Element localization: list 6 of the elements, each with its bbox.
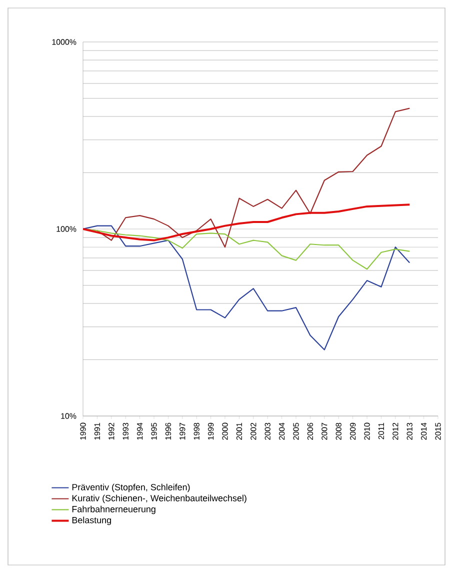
line-series xyxy=(83,225,410,350)
legend-label: Präventiv (Stopfen, Schleifen) xyxy=(72,484,190,492)
legend-label: Kurativ (Schienen-, Weichenbauteilwechsel) xyxy=(72,494,246,504)
legend-label: Belastung xyxy=(72,516,111,526)
legend-label: Fahrbahnerneuerung xyxy=(72,506,156,514)
line-series xyxy=(83,204,411,242)
